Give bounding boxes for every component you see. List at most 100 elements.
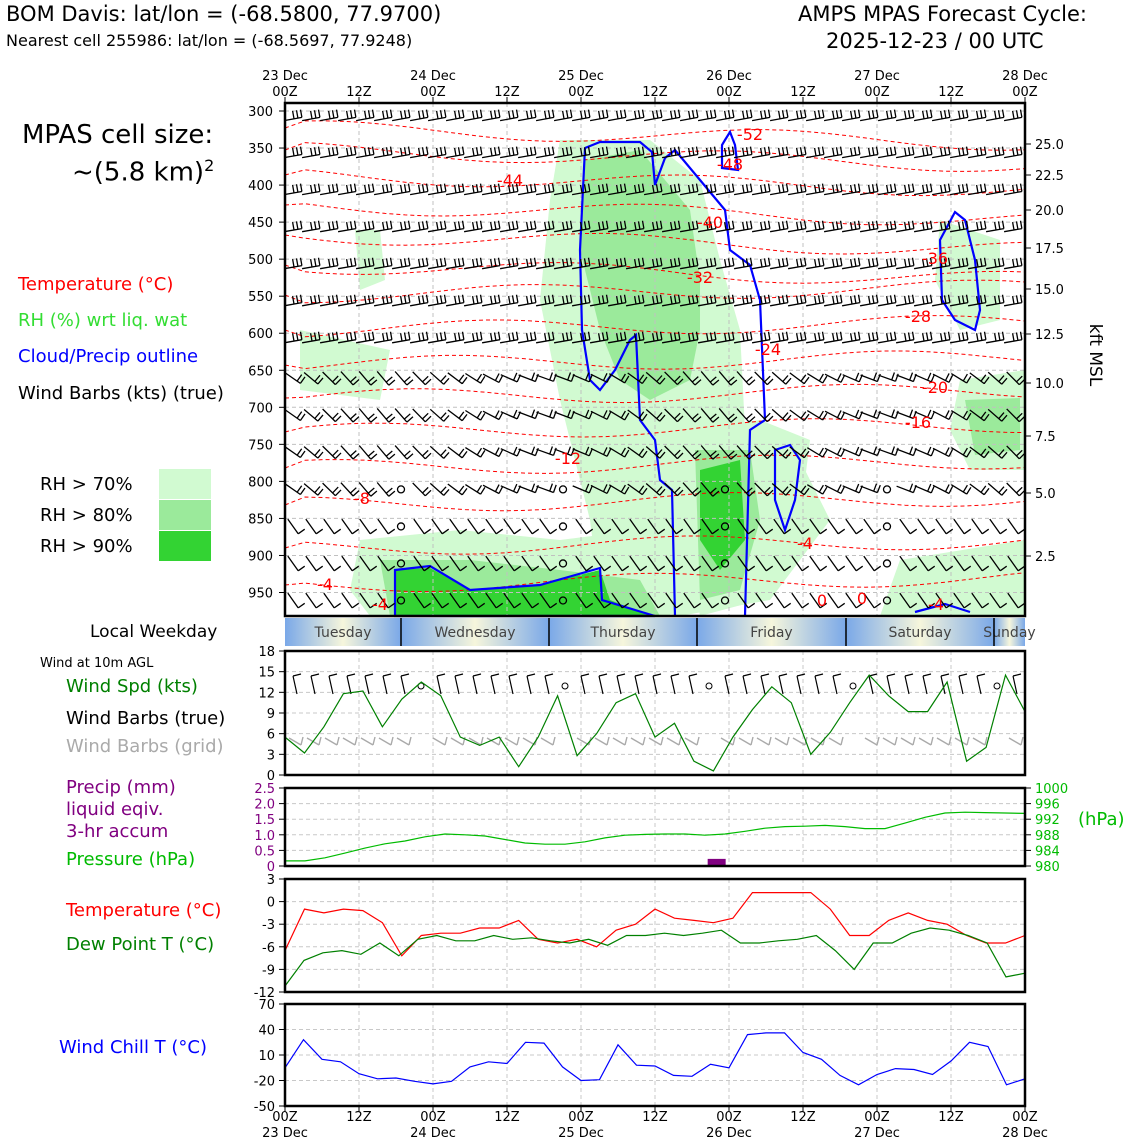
wind-barb (319, 294, 339, 307)
wind-barb (536, 446, 557, 457)
wind-barb (629, 518, 648, 535)
wind-barb (950, 373, 972, 384)
wind-barb (607, 183, 627, 196)
wind-barb (341, 518, 360, 535)
wind-barb (899, 518, 918, 535)
wind-barb (485, 518, 504, 535)
wind-barb (589, 109, 609, 122)
wind-barb-10m (292, 673, 302, 695)
wind-barb (305, 592, 324, 609)
wind-barb-10m (958, 673, 968, 695)
wind-barb (645, 483, 666, 496)
wind-barb (682, 445, 702, 460)
wind-barb (969, 409, 990, 422)
wind-barb (463, 220, 483, 233)
temperature-contour (284, 232, 1026, 255)
wind-barb (409, 220, 429, 233)
wind-barb (485, 555, 504, 572)
wind-barb (771, 483, 792, 496)
wind-barb (536, 409, 557, 420)
windchill-tick-label: 40 (258, 1024, 275, 1039)
wind-barb (1003, 257, 1023, 270)
wind-barb (590, 447, 612, 457)
wind-barb (789, 409, 810, 422)
wind-barb-grid-10m (378, 736, 394, 746)
weekday-label: Saturday (888, 625, 951, 641)
temperature-contour (284, 203, 1026, 226)
wind-barb (950, 484, 972, 495)
wind-barb (754, 408, 774, 423)
temperature-contour-label: -52 (737, 125, 763, 144)
top-day-label: 24 Dec (410, 69, 456, 84)
weekday-label: Tuesday (314, 625, 372, 641)
wind-barb (823, 294, 843, 307)
wind-barb (700, 445, 720, 460)
wind-barb (575, 592, 594, 609)
wind-barb (337, 294, 357, 307)
wind-barb (518, 409, 539, 420)
wind-barb-grid-10m (954, 736, 970, 746)
wind-speed-tick-label: 0 (267, 769, 275, 784)
wind-barb (643, 294, 663, 307)
wind-barb (553, 109, 573, 122)
bottom-time-tick-label: 12Z (642, 1110, 668, 1125)
wind-barb (715, 183, 735, 196)
wind-barb (589, 331, 609, 344)
wind-barb (358, 482, 378, 497)
wind-barb (319, 183, 339, 196)
wind-barb (701, 592, 720, 609)
wind-barb-10m (364, 673, 374, 695)
wind-barb (590, 373, 612, 383)
wind-barb (679, 294, 699, 307)
wind-barb (305, 555, 324, 572)
cell-size-line1: MPAS cell size: (22, 120, 214, 150)
wind-barb (895, 257, 915, 270)
wind-barb (373, 183, 393, 196)
wind-barb (700, 482, 720, 497)
wind-barb (718, 370, 738, 386)
wind-barb (629, 592, 648, 609)
top-day-label: 23 Dec (262, 69, 308, 84)
wind-barb (322, 482, 342, 497)
wind-barb (931, 109, 951, 122)
wind-barb (841, 183, 861, 196)
wind-barb (791, 518, 810, 535)
wind-barb (499, 331, 519, 344)
wind-barb-grid-10m (324, 736, 340, 746)
wind-barb (358, 445, 378, 460)
wind-barb (895, 220, 915, 233)
wind-barb (841, 257, 861, 270)
wind-barb (805, 146, 825, 159)
wind-barb (754, 371, 774, 386)
wind-barb (571, 294, 591, 307)
wind-barb (445, 109, 465, 122)
wind-barb (517, 146, 537, 159)
windchill-label: Wind Chill T (°C) (59, 1037, 207, 1058)
precip-tick-label: 2.0 (254, 798, 275, 813)
wind-barb (664, 445, 684, 460)
wind-barb (643, 183, 663, 196)
pressure-tick-label: 650 (248, 364, 273, 379)
top-time-tick-label: 00Z (716, 85, 742, 100)
wind-barb (715, 109, 735, 122)
wind-barb (319, 220, 339, 233)
wind-barb (827, 555, 846, 572)
temp-tick-label: -6 (262, 941, 275, 956)
wind-barb (664, 482, 684, 497)
wind-barb (337, 257, 357, 270)
wind-barb (967, 146, 987, 159)
top-time-tick-label: 12Z (642, 85, 668, 100)
legend-rh90: RH > 90% (40, 536, 133, 557)
wind-barb (553, 183, 573, 196)
wind-barb (499, 294, 519, 307)
wind-barb (431, 555, 450, 572)
wind-barb-10m (814, 673, 824, 695)
wind-barb (447, 409, 468, 422)
wind-barb-grid-10m (522, 736, 538, 746)
wind-barb (841, 220, 861, 233)
wind-barb (409, 183, 429, 196)
wind-barb (303, 446, 324, 459)
pressure-tick-label: 992 (1035, 813, 1060, 828)
wind-barb (445, 146, 465, 159)
wind-barb-10m (940, 673, 950, 695)
